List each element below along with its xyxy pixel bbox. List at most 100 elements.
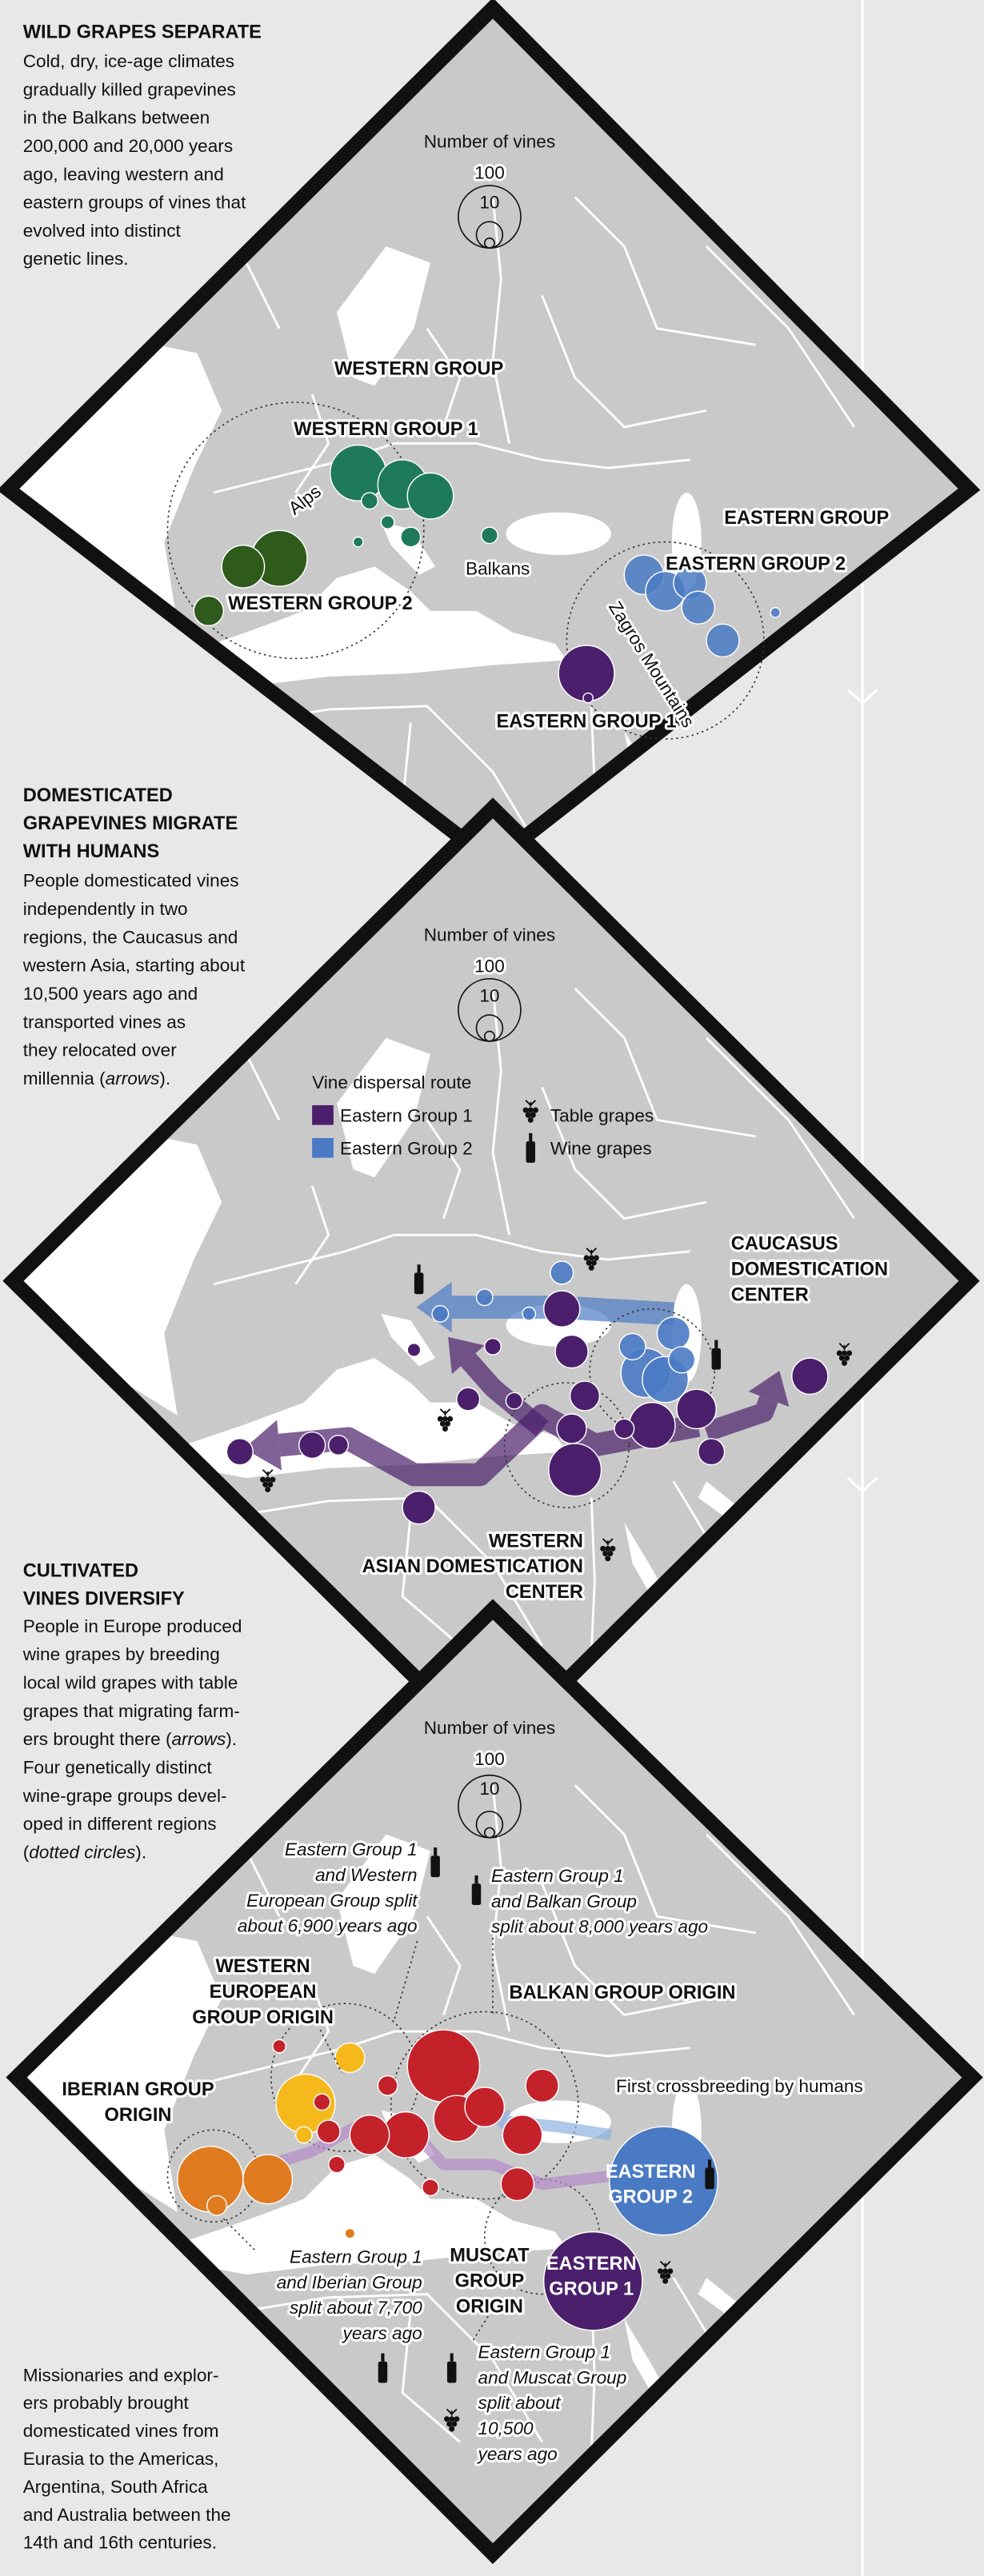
grape xyxy=(838,1355,845,1361)
route-arrowhead xyxy=(448,1336,485,1375)
section-body: Four genetically distinct xyxy=(23,1758,213,1778)
grape-stem xyxy=(439,1408,451,1416)
bottle-neck xyxy=(434,1847,438,1856)
vine-bubble xyxy=(431,1304,450,1323)
vine-bubble xyxy=(542,1290,581,1328)
wine-bottle-icon xyxy=(711,1340,722,1370)
size-legend-tick: 10 xyxy=(479,985,499,1005)
sea xyxy=(183,2155,567,2274)
grape xyxy=(846,1350,853,1356)
section-body-part: arrows xyxy=(106,1068,160,1088)
bottle-neck xyxy=(529,1132,533,1142)
panel-frame xyxy=(6,1599,983,2565)
grape xyxy=(442,1425,448,1432)
sea xyxy=(13,1136,222,1416)
grape xyxy=(270,1476,276,1483)
vine-bubble xyxy=(193,595,224,627)
size-legend-tick: 100 xyxy=(474,956,505,976)
vine-bubble xyxy=(556,1413,587,1444)
sea xyxy=(381,1313,436,1367)
vine-bubble xyxy=(352,536,364,548)
grape xyxy=(586,1260,592,1266)
grape-stem xyxy=(525,1100,537,1108)
footer-text: Eurasia to the Americas, xyxy=(23,2449,219,2469)
map-label: and Balkan Group xyxy=(491,1891,637,1911)
section-body-part: ). xyxy=(226,1729,237,1749)
grape xyxy=(590,1260,597,1266)
vine-bubble xyxy=(327,2155,346,2174)
vine-bubble xyxy=(272,2039,287,2054)
vine-bubble xyxy=(298,1431,326,1460)
grape xyxy=(600,1545,606,1552)
map-label: about 6,900 years ago xyxy=(238,1916,418,1936)
vine-bubble xyxy=(609,2126,719,2236)
border xyxy=(574,196,756,346)
map-label: EASTERN xyxy=(546,2254,637,2274)
border xyxy=(705,1036,855,1220)
vine-bubble xyxy=(475,1288,494,1307)
section-body-part: ers brought there ( xyxy=(23,1729,172,1749)
vine-bubble xyxy=(400,526,422,548)
grape-stem xyxy=(838,1343,850,1350)
section-body: 200,000 and 20,000 years xyxy=(23,136,233,156)
map-label: ORIGIN xyxy=(456,2296,523,2317)
grape xyxy=(667,2268,674,2274)
leader-line xyxy=(394,1940,418,2020)
grape xyxy=(657,2268,663,2274)
grape xyxy=(530,1112,536,1118)
size-legend-title: Number of vines xyxy=(424,1718,555,1738)
sea xyxy=(336,246,430,386)
grape xyxy=(836,1350,842,1356)
vine-bubble xyxy=(456,1387,481,1412)
grape xyxy=(660,2273,666,2279)
dispersal-route xyxy=(460,1353,549,1436)
vine-bubble xyxy=(505,1392,523,1410)
bottle-neck xyxy=(474,1875,478,1884)
size-legend-tick: 10 xyxy=(479,1779,499,1799)
vine-bubble xyxy=(681,590,715,625)
border xyxy=(401,2310,461,2443)
border xyxy=(491,1784,510,2032)
vine-bubble xyxy=(406,2029,481,2103)
section-body: transported vines as xyxy=(23,1012,186,1032)
vine-bubble xyxy=(380,515,395,529)
route-legend-title: Vine dispersal route xyxy=(312,1072,471,1092)
grape-stem xyxy=(659,2260,671,2268)
border xyxy=(705,1833,855,2016)
section-title: WITH HUMANS xyxy=(23,841,159,862)
map-label: First crossbreeding by humans xyxy=(616,2076,863,2096)
wine-bottle-icon xyxy=(526,1132,536,1163)
map-label: DOMESTICATION xyxy=(731,1260,888,1280)
wine-bottle-icon xyxy=(705,2159,714,2190)
vine-bubble xyxy=(327,1434,350,1456)
map-label: split about 8,000 years ago xyxy=(491,1917,708,1937)
bottle-neck xyxy=(417,1264,421,1273)
table-grapes-icon xyxy=(437,1408,454,1432)
grape xyxy=(527,1107,534,1113)
grape xyxy=(260,1476,266,1483)
wine-bottle-icon xyxy=(430,1847,440,1878)
section-body-part: dotted circles xyxy=(29,1842,135,1862)
map-label: European Group split xyxy=(246,1891,418,1911)
grape xyxy=(262,1481,269,1488)
bottle-neck xyxy=(714,1340,718,1348)
grape xyxy=(525,1112,531,1118)
vine-bubble xyxy=(550,1260,574,1285)
leader-line xyxy=(221,2216,255,2251)
section-body-part: arrows xyxy=(171,1729,226,1749)
map-label: EASTERN GROUP 1 xyxy=(496,712,676,733)
section-title: WILD GRAPES SEPARATE xyxy=(23,22,262,42)
vine-bubble xyxy=(628,1401,676,1449)
vine-bubble xyxy=(206,2195,228,2216)
section-body: ago, leaving western and xyxy=(23,164,224,184)
map-label: ASIAN DOMESTICATION xyxy=(362,1556,583,1577)
grape xyxy=(267,1481,274,1488)
border xyxy=(705,245,855,428)
map-label: and Muscat Group xyxy=(478,2367,627,2387)
vine-bubble xyxy=(294,2126,313,2144)
map-label: split about 7,700 xyxy=(290,2298,422,2318)
grape xyxy=(447,1416,454,1422)
section-body: (dotted circles). xyxy=(23,1842,146,1862)
border xyxy=(426,1119,462,1220)
